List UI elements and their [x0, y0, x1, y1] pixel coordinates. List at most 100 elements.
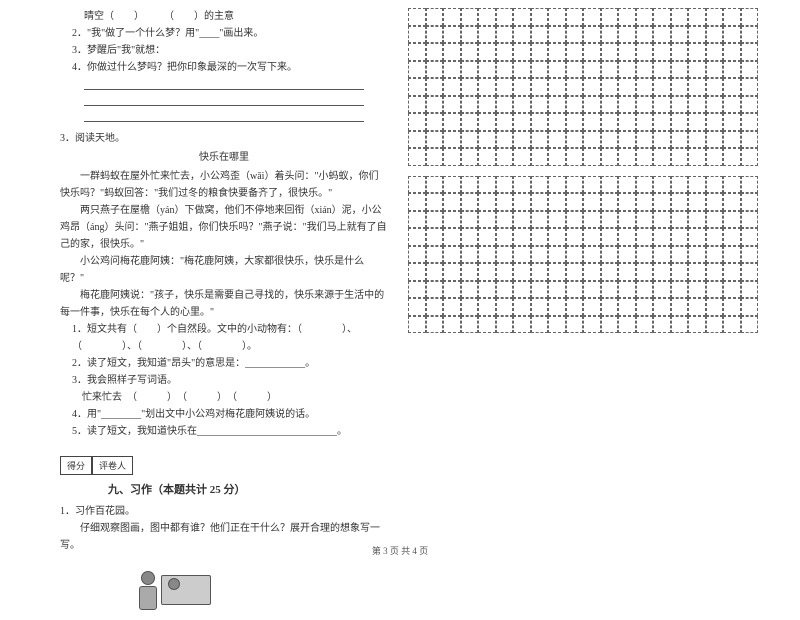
grid-cell — [741, 61, 759, 79]
sub-q3: 3．我会照样子写词语。 — [60, 372, 388, 389]
grid-cell — [653, 246, 671, 264]
grid-row — [408, 193, 758, 211]
grid-cell — [636, 43, 654, 61]
grid-cell — [461, 8, 479, 26]
grid-cell — [461, 26, 479, 44]
left-column: 晴空（ ） （ ）的主意 2．"我"做了一个什么梦？用"____"画出来。 3．… — [0, 0, 400, 565]
grid-cell — [566, 43, 584, 61]
grid-cell — [583, 316, 601, 334]
paragraph-3: 小公鸡问梅花鹿阿姨："梅花鹿阿姨，大家都很快乐，快乐是什么呢？" — [60, 253, 388, 287]
grid-cell — [408, 148, 426, 166]
grid-cell — [583, 8, 601, 26]
grid-cell — [408, 193, 426, 211]
grid-cell — [426, 78, 444, 96]
grid-cell — [531, 96, 549, 114]
grid-cell — [688, 246, 706, 264]
answer-line — [84, 110, 364, 122]
grid-cell — [653, 281, 671, 299]
grid-cell — [706, 61, 724, 79]
grid-cell — [653, 78, 671, 96]
grid-row — [408, 148, 758, 166]
grid-cell — [496, 298, 514, 316]
grid-cell — [671, 228, 689, 246]
grid-cell — [601, 298, 619, 316]
grid-cell — [443, 263, 461, 281]
grid-cell — [566, 26, 584, 44]
grid-cell — [653, 298, 671, 316]
grid-cell — [426, 113, 444, 131]
grid-cell — [583, 43, 601, 61]
score-box: 得分 评卷人 — [60, 456, 388, 475]
grid-cell — [426, 211, 444, 229]
grid-cell — [653, 131, 671, 149]
paragraph-4: 梅花鹿阿姨说："孩子，快乐是需要自己寻找的，快乐来源于生活中的每一件事，快乐在每… — [60, 287, 388, 321]
grid-cell — [443, 43, 461, 61]
grid-cell — [461, 78, 479, 96]
grid-cell — [601, 96, 619, 114]
grid-cell — [671, 193, 689, 211]
grid-cell — [706, 298, 724, 316]
question-2: 2．"我"做了一个什么梦？用"____"画出来。 — [60, 25, 388, 42]
grid-cell — [478, 131, 496, 149]
grid-cell — [636, 148, 654, 166]
sub-q5: 5．读了短文，我知道快乐在___________________________… — [60, 423, 388, 440]
grid-cell — [548, 316, 566, 334]
grid-cell — [653, 61, 671, 79]
grid-cell — [548, 96, 566, 114]
grid-cell — [723, 193, 741, 211]
grid-cell — [583, 263, 601, 281]
grid-cell — [461, 228, 479, 246]
grid-cell — [496, 246, 514, 264]
grid-cell — [513, 176, 531, 194]
grid-cell — [688, 113, 706, 131]
grid-cell — [653, 176, 671, 194]
grid-cell — [478, 26, 496, 44]
grid-cell — [688, 96, 706, 114]
grid-cell — [653, 26, 671, 44]
grid-cell — [688, 193, 706, 211]
grid-cell — [408, 26, 426, 44]
grid-cell — [426, 316, 444, 334]
answer-line — [84, 78, 364, 90]
question-4: 4．你做过什么梦吗？把你印象最深的一次写下来。 — [60, 59, 388, 76]
grid-cell — [548, 43, 566, 61]
grid-cell — [671, 246, 689, 264]
grid-cell — [653, 316, 671, 334]
grid-cell — [478, 176, 496, 194]
grid-cell — [618, 298, 636, 316]
grid-cell — [741, 298, 759, 316]
grid-cell — [741, 228, 759, 246]
grid-cell — [531, 246, 549, 264]
grid-cell — [478, 298, 496, 316]
grid-cell — [443, 78, 461, 96]
grid-cell — [461, 43, 479, 61]
grid-cell — [496, 193, 514, 211]
grid-cell — [478, 43, 496, 61]
sub-q2: 2．读了短文，我知道"昂头"的意思是：____________。 — [60, 355, 388, 372]
grid-cell — [408, 131, 426, 149]
grid-row — [408, 228, 758, 246]
grid-cell — [706, 228, 724, 246]
grid-cell — [513, 193, 531, 211]
grid-cell — [636, 263, 654, 281]
grid-cell — [618, 176, 636, 194]
grid-cell — [426, 131, 444, 149]
grid-cell — [741, 211, 759, 229]
person-bed-icon — [161, 575, 211, 605]
grid-cell — [636, 176, 654, 194]
grid-cell — [671, 78, 689, 96]
grid-cell — [741, 131, 759, 149]
grid-cell — [513, 316, 531, 334]
grid-row — [408, 26, 758, 44]
grid-cell — [618, 211, 636, 229]
grid-cell — [601, 228, 619, 246]
grid-cell — [671, 26, 689, 44]
grid-cell — [513, 61, 531, 79]
grid-cell — [688, 316, 706, 334]
grid-cell — [653, 96, 671, 114]
grid-cell — [513, 246, 531, 264]
grid-cell — [496, 78, 514, 96]
grid-cell — [408, 228, 426, 246]
grid-cell — [601, 131, 619, 149]
grid-cell — [531, 26, 549, 44]
